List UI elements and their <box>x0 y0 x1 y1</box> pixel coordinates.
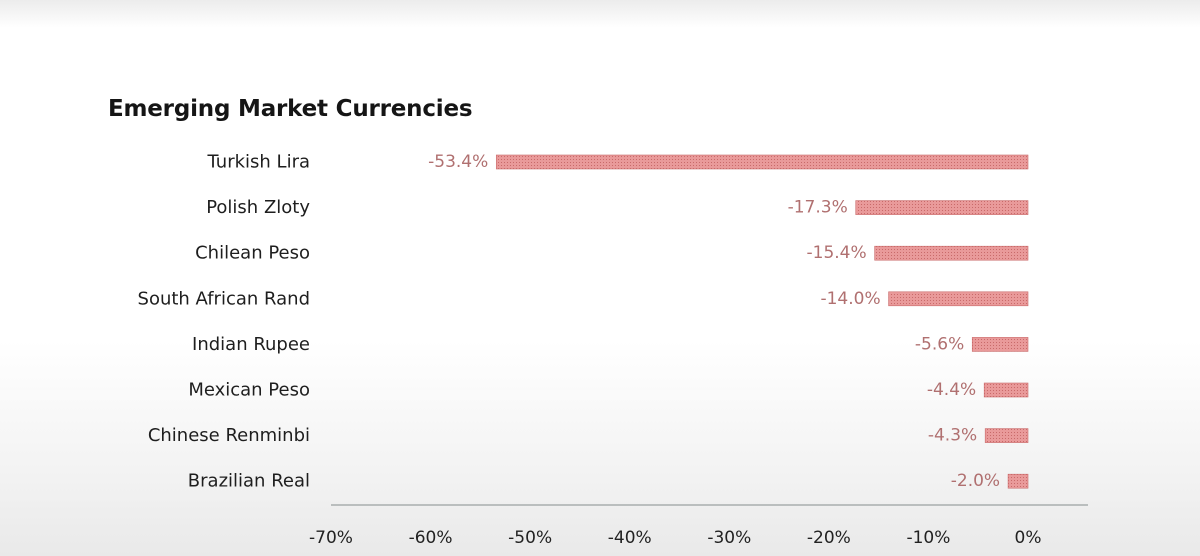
x-tick-label: -10% <box>906 528 950 548</box>
category-label: Polish Zloty <box>206 197 310 218</box>
bar <box>984 428 1029 443</box>
bar <box>983 382 1029 398</box>
value-label: -4.4% <box>927 380 976 400</box>
category-label: Brazilian Real <box>188 471 310 492</box>
category-label: Chilean Peso <box>195 243 310 264</box>
bar <box>874 245 1029 261</box>
chart-title: Emerging Market Currencies <box>108 96 473 122</box>
category-label: South African Rand <box>138 288 310 309</box>
value-label: -4.3% <box>928 426 977 446</box>
x-tick-label: -50% <box>508 528 552 548</box>
category-label: Turkish Lira <box>207 152 310 173</box>
bar <box>971 337 1029 352</box>
x-tick-label: -30% <box>707 528 751 548</box>
value-label: -15.4% <box>807 243 867 263</box>
bar <box>495 154 1029 170</box>
x-tick-label: 0% <box>1015 528 1042 548</box>
bar <box>1007 473 1029 489</box>
x-tick-label: -40% <box>608 528 652 548</box>
top-shading <box>0 0 1200 28</box>
bar <box>855 200 1029 215</box>
category-label: Mexican Peso <box>188 380 310 401</box>
value-label: -5.6% <box>915 334 964 354</box>
value-label: -17.3% <box>788 198 848 218</box>
x-tick-label: -70% <box>309 528 353 548</box>
value-label: -14.0% <box>820 289 880 309</box>
value-label: -53.4% <box>428 152 488 172</box>
category-label: Indian Rupee <box>192 334 310 355</box>
category-label: Chinese Renminbi <box>148 425 310 446</box>
value-label: -2.0% <box>951 471 1000 491</box>
x-tick-label: -20% <box>807 528 851 548</box>
x-tick-label: -60% <box>409 528 453 548</box>
bar <box>888 291 1029 307</box>
